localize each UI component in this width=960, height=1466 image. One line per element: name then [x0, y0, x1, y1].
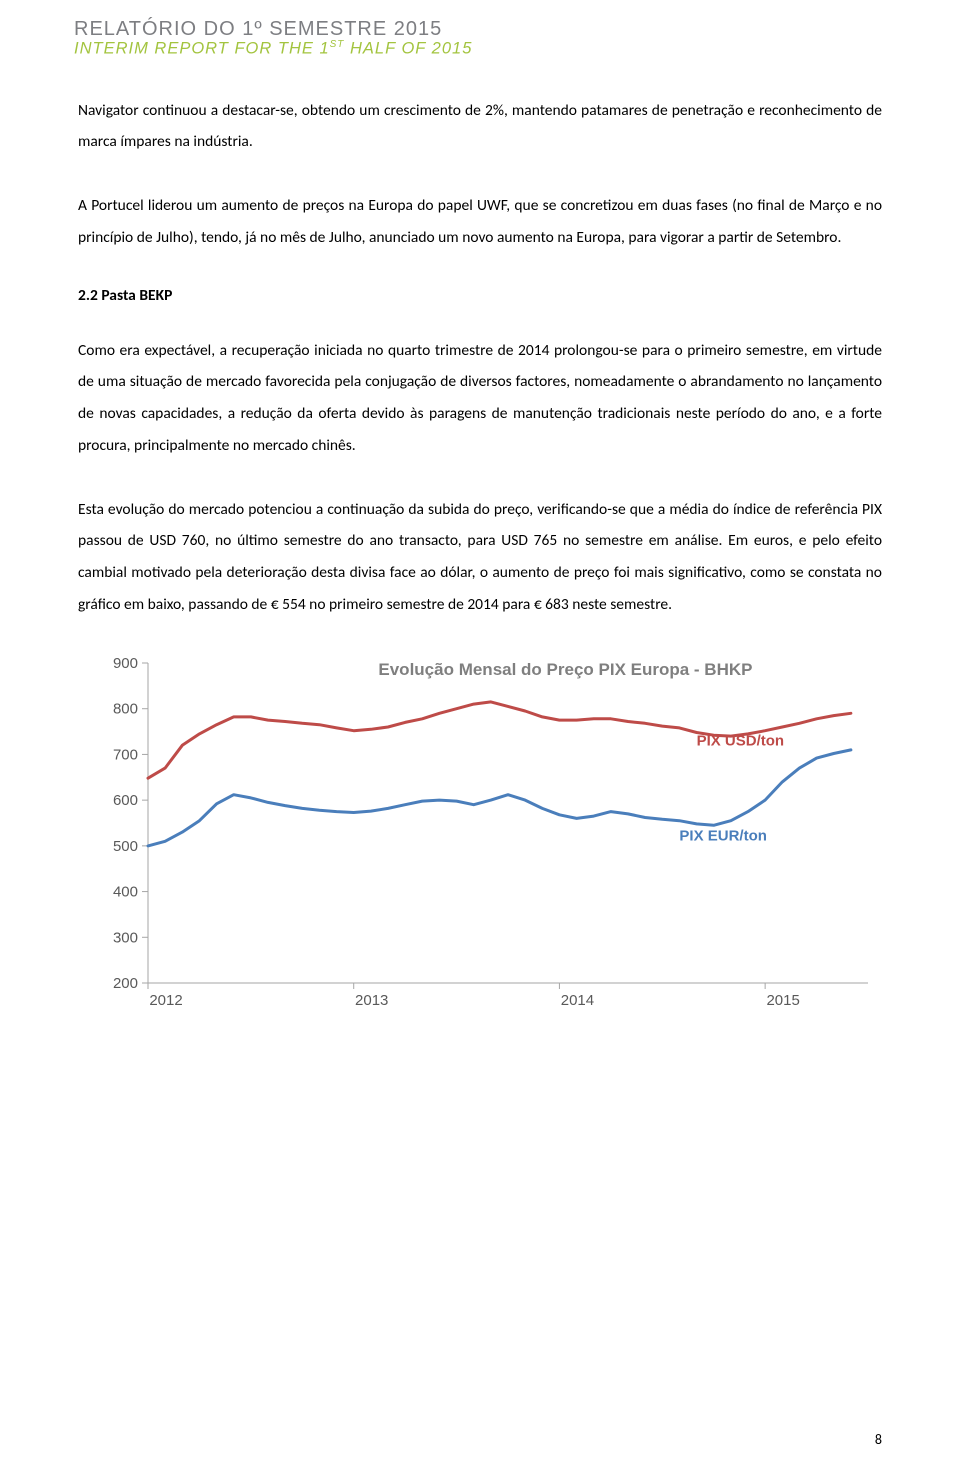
- series-label: PIX EUR/ton: [679, 827, 767, 844]
- paragraph-4: Esta evolução do mercado potenciou a con…: [78, 494, 882, 621]
- header-en-prefix: INTERIM REPORT FOR THE 1: [74, 40, 330, 58]
- page-number: 8: [875, 1431, 882, 1448]
- report-header: RELATÓRIO DO 1º SEMESTRE 2015 INTERIM RE…: [0, 0, 960, 59]
- y-tick-label: 200: [113, 975, 138, 992]
- page-content: Navigator continuou a destacar-se, obten…: [0, 59, 960, 1023]
- paragraph-2: A Portucel liderou um aumento de preços …: [78, 190, 882, 254]
- series-label: PIX USD/ton: [697, 732, 785, 749]
- y-tick-label: 700: [113, 746, 138, 763]
- pix-price-chart: Evolução Mensal do Preço PIX Europa - BH…: [78, 653, 882, 1023]
- y-tick-label: 800: [113, 700, 138, 717]
- header-title-pt: RELATÓRIO DO 1º SEMESTRE 2015: [74, 18, 960, 41]
- y-tick-label: 900: [113, 655, 138, 672]
- paragraph-1: Navigator continuou a destacar-se, obten…: [78, 95, 882, 159]
- paragraph-3: Como era expectável, a recuperação inici…: [78, 335, 882, 462]
- chart-svg: Evolução Mensal do Preço PIX Europa - BH…: [78, 653, 878, 1023]
- x-tick-label: 2013: [355, 992, 388, 1009]
- chart-title: Evolução Mensal do Preço PIX Europa - BH…: [378, 660, 752, 679]
- y-tick-label: 300: [113, 929, 138, 946]
- section-heading-bekp: 2.2 Pasta BEKP: [78, 286, 882, 305]
- y-tick-label: 500: [113, 838, 138, 855]
- x-tick-label: 2015: [766, 992, 799, 1009]
- header-en-suffix: HALF OF 2015: [344, 40, 472, 58]
- header-title-en: INTERIM REPORT FOR THE 1ST HALF OF 2015: [74, 39, 960, 59]
- y-tick-label: 400: [113, 883, 138, 900]
- x-tick-label: 2014: [561, 992, 594, 1009]
- header-en-sup: ST: [330, 39, 345, 50]
- x-tick-label: 2012: [149, 992, 182, 1009]
- y-tick-label: 600: [113, 792, 138, 809]
